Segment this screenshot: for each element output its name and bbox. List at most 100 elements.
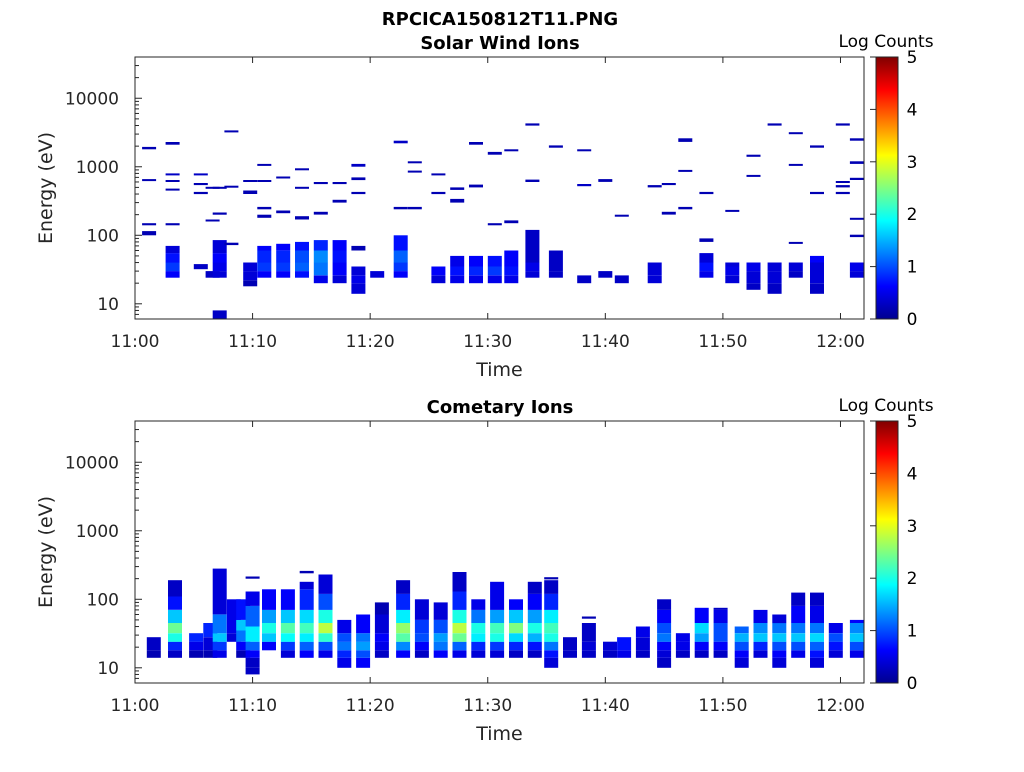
solar-wind-cell-4-6	[212, 186, 227, 189]
cometary-cell-11-1	[318, 641, 333, 651]
solar-wind-cell-31-3	[746, 174, 761, 177]
cometary-cell-36-1	[791, 641, 806, 651]
cometary-cell-6-0	[236, 650, 251, 658]
cometary-cell-15-5	[396, 593, 411, 610]
cometary-cell-39-4	[849, 619, 864, 623]
cometary-xtick-label-0: 11:00	[111, 696, 160, 716]
cometary-xtick-label-6: 12:00	[816, 696, 865, 716]
cometary-cell-27-0	[617, 650, 632, 658]
cometary-cell-17-3	[433, 619, 448, 634]
solar-wind-cell-25-0	[614, 275, 629, 284]
solar-wind-cell-19-4	[487, 151, 502, 155]
solar-wind-cell-18-3	[469, 184, 483, 188]
solar-wind-cell-11-1	[332, 262, 347, 276]
solar-wind-cell-36-3	[849, 217, 864, 220]
cometary-cell-6-1	[236, 641, 251, 651]
solar-wind-cell-6-0	[243, 280, 258, 287]
solar-wind-cell-35-3	[835, 123, 850, 126]
solar-wind-cell-27-1	[661, 183, 676, 186]
cometary-cell-35-4	[772, 623, 787, 634]
cometary-cell-24-1	[563, 637, 577, 651]
solar-wind-cell-11-2	[332, 250, 347, 263]
cometary-cell-33-0	[734, 657, 749, 668]
solar-wind-cell-32-2	[767, 262, 782, 272]
cometary-cell-2-2	[189, 633, 204, 642]
solar-wind-cell-14-3	[393, 235, 408, 251]
cometary-cell-36-5	[791, 592, 806, 606]
cometary-cell-12-2	[337, 641, 352, 651]
cometary-cell-33-3	[734, 633, 749, 642]
cometary-cell-13-1	[356, 650, 371, 658]
cometary-cell-22-6	[527, 581, 542, 594]
solar-wind-cell-34-1	[810, 262, 824, 284]
cometary-cell-28-1	[635, 637, 650, 651]
solar-wind-cell-10-5	[313, 182, 328, 185]
cometary-cell-21-0	[509, 650, 523, 658]
solar-wind-cell-17-4	[450, 187, 465, 190]
cometary-ytick-label-3: 10000	[65, 453, 119, 473]
solar-wind-cell-14-0	[393, 271, 408, 278]
solar-wind-cell-8-1	[276, 262, 291, 272]
cometary-cell-36-3	[791, 623, 806, 634]
cometary-cell-21-3	[509, 623, 523, 634]
cometary-cell-36-0	[791, 650, 806, 658]
solar-wind-cell-33-3	[788, 163, 803, 166]
solar-wind-cell-17-1	[450, 266, 465, 276]
solar-wind-cell-1-7	[165, 173, 180, 176]
cometary-cell-39-1	[849, 641, 864, 651]
cometary-cell-32-4	[713, 607, 728, 610]
solar-wind-cell-29-1	[699, 262, 714, 272]
cometary-cell-35-0	[772, 657, 787, 668]
solar-wind-cell-1-2	[165, 253, 180, 263]
cometary-cell-20-3	[490, 623, 505, 634]
solar-wind-cell-0-3	[142, 146, 157, 150]
cometary-cell-10-4	[299, 609, 314, 623]
solar-wind-cell-36-1	[849, 262, 864, 272]
cometary-cell-14-3	[374, 614, 389, 634]
solar-wind-cell-21-0	[525, 271, 540, 278]
solar-wind-cell-4-0	[212, 310, 227, 319]
cometary-cell-37-3	[810, 633, 824, 642]
cometary-cbar-tick-label-3: 3	[907, 517, 918, 537]
cometary-cell-19-3	[471, 623, 486, 634]
cometary-cbar-tick-label-4: 4	[907, 464, 918, 484]
solar-wind-colorbar	[875, 56, 899, 320]
solar-wind-cell-33-1	[788, 262, 803, 272]
solar-wind-cell-31-0	[746, 283, 761, 290]
solar-wind-cell-5-0	[224, 242, 239, 246]
solar-wind-cell-9-6	[295, 168, 309, 171]
solar-wind-cell-16-3	[431, 173, 446, 176]
cometary-cell-25-1	[581, 641, 596, 651]
cometary-xtick-label-3: 11:30	[463, 696, 512, 716]
solar-wind-cbar-tick-label-1: 1	[907, 258, 918, 278]
cometary-cell-20-2	[490, 633, 505, 642]
cometary-cell-14-2	[374, 633, 389, 642]
solar-wind-cell-12-2	[351, 266, 366, 276]
solar-wind-cell-23-0	[577, 275, 592, 284]
solar-wind-cbar-tick-label-3: 3	[907, 153, 918, 173]
solar-wind-cell-20-3	[504, 220, 519, 224]
cometary-cell-34-3	[753, 623, 768, 634]
solar-wind-cell-15-2	[407, 161, 422, 164]
solar-wind-cell-25-1	[614, 214, 629, 217]
solar-wind-cell-1-5	[165, 188, 180, 191]
cometary-xlabel: Time	[475, 723, 523, 745]
cometary-axes: 11:00 11:10 11:20 11:30 11:40 11:50 12:00 10 100…	[65, 420, 865, 716]
cometary-cell-13-4	[356, 614, 371, 634]
solar-wind-cell-9-1	[295, 262, 309, 272]
cometary-cell-11-2	[318, 633, 333, 642]
solar-wind-cell-33-2	[788, 241, 803, 244]
cometary-cell-29-5	[657, 609, 672, 623]
cometary-cell-6-3	[236, 619, 251, 631]
solar-wind-cell-0-2	[142, 179, 157, 182]
solar-wind-heatmap	[142, 123, 864, 319]
cometary-cell-35-5	[772, 614, 787, 624]
cometary-cell-30-2	[675, 633, 690, 642]
cometary-cell-35-2	[772, 641, 787, 651]
cometary-cell-30-0	[675, 650, 690, 658]
solar-wind-cell-34-3	[810, 191, 824, 195]
cometary-cell-23-4	[544, 623, 559, 634]
solar-wind-cbar-tick-label-4: 4	[907, 100, 918, 120]
cometary-cell-1-5	[168, 596, 182, 610]
